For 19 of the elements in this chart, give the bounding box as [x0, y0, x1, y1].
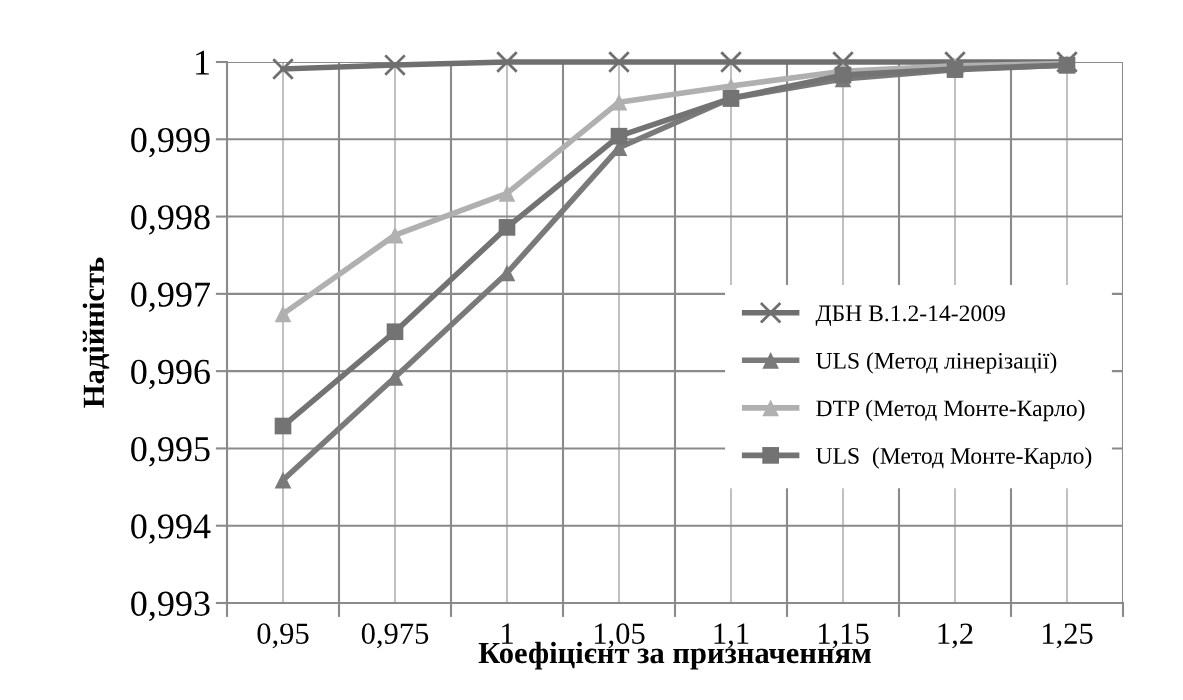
- legend-label: DTP (Метод Монте-Карло): [816, 399, 1085, 422]
- y-tick-label: 0,993: [131, 591, 210, 622]
- y-tick-label: 0,998: [131, 205, 210, 235]
- legend-label: ДБН В.1.2-14-2009: [815, 305, 1005, 327]
- x-tick-label: 0,95: [257, 623, 309, 649]
- legend-label: ULS (Метод Монте-Карло): [816, 447, 1092, 469]
- x-tick-label: 0,975: [361, 623, 429, 649]
- y-tick-label: 0,996: [131, 359, 210, 390]
- y-tick-label: 0,997: [131, 282, 210, 312]
- y-tick-label: 0,999: [131, 127, 210, 158]
- x-tick-label: 1,1: [714, 623, 749, 649]
- x-tick-label: 1,15: [818, 623, 869, 649]
- y-tick-label: 0,995: [131, 436, 210, 467]
- x-tick-label: 1,25: [1042, 623, 1093, 649]
- legend-label: ULS (Метод лінерізації): [816, 352, 1057, 374]
- y-axis-title: Надійність: [82, 257, 110, 408]
- x-tick-label: 1,2: [938, 623, 973, 649]
- y-tick-label: 0,994: [131, 514, 211, 544]
- y-tick-label: 1: [196, 50, 209, 75]
